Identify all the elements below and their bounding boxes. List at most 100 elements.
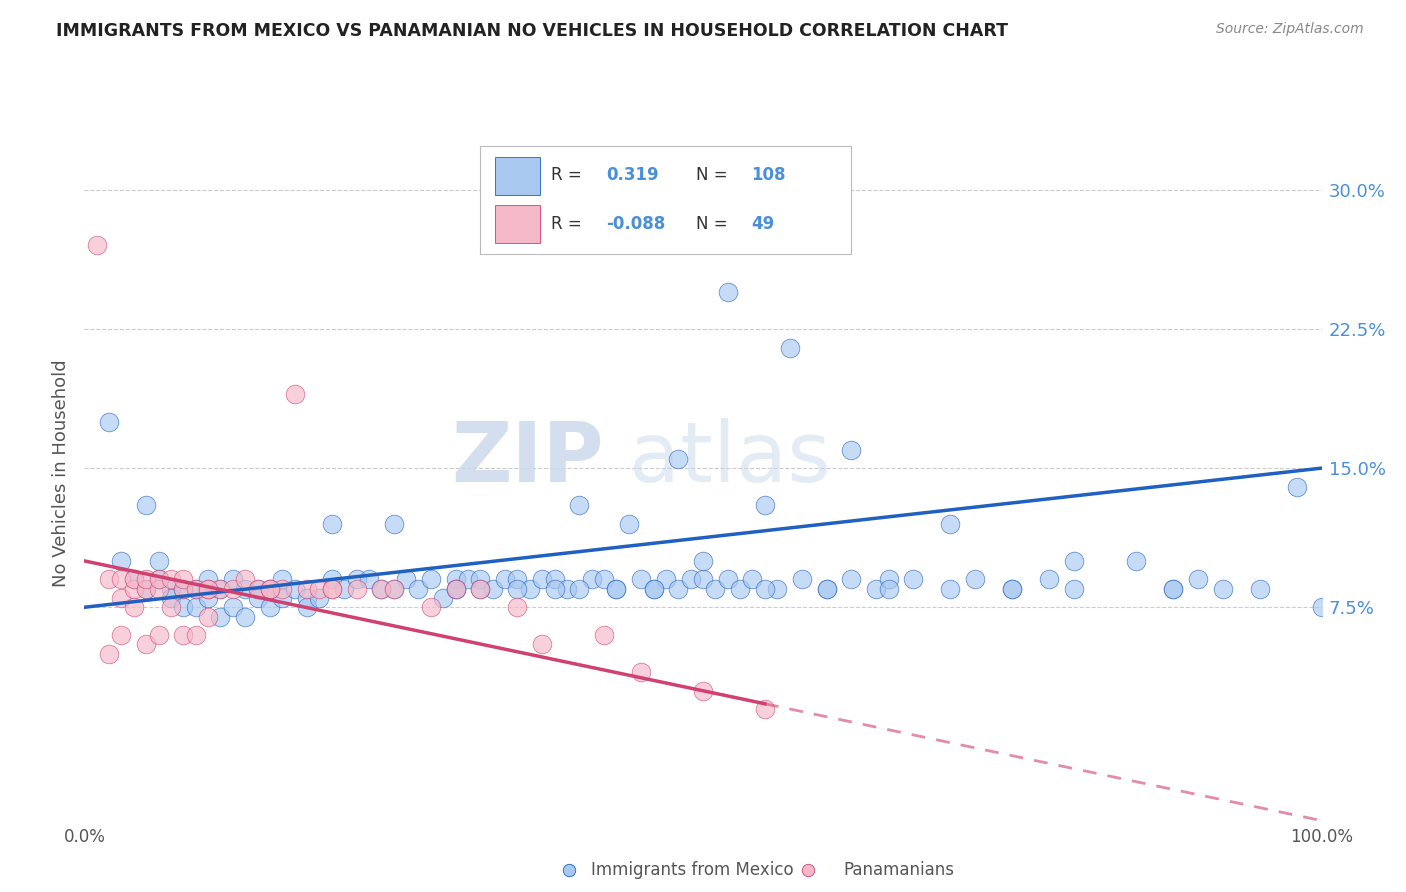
- Point: [259, 600, 281, 615]
- Point: [172, 628, 194, 642]
- Y-axis label: No Vehicles in Household: No Vehicles in Household: [52, 359, 70, 587]
- Point: [233, 609, 256, 624]
- Point: [259, 582, 281, 596]
- Point: [1063, 554, 1085, 568]
- Point: [741, 573, 763, 587]
- Point: [1310, 600, 1333, 615]
- Point: [655, 573, 678, 587]
- Point: [1212, 582, 1234, 596]
- Point: [903, 573, 925, 587]
- Point: [148, 573, 170, 587]
- Point: [605, 582, 627, 596]
- Point: [148, 628, 170, 642]
- Point: [1161, 582, 1184, 596]
- Point: [233, 573, 256, 587]
- Point: [815, 582, 838, 596]
- Point: [754, 702, 776, 716]
- Point: [494, 573, 516, 587]
- Point: [630, 573, 652, 587]
- Point: [321, 582, 343, 596]
- Point: [581, 573, 603, 587]
- Point: [233, 582, 256, 596]
- Point: [382, 582, 405, 596]
- Point: [222, 582, 245, 596]
- Point: [197, 573, 219, 587]
- Point: [877, 582, 900, 596]
- Point: [259, 582, 281, 596]
- Point: [717, 285, 740, 299]
- Point: [148, 582, 170, 596]
- Point: [470, 582, 492, 596]
- Point: [531, 573, 554, 587]
- Point: [1249, 582, 1271, 596]
- Point: [617, 516, 640, 531]
- Point: [679, 573, 702, 587]
- Point: [568, 582, 591, 596]
- Point: [470, 582, 492, 596]
- Point: [110, 628, 132, 642]
- Point: [939, 516, 962, 531]
- Point: [209, 582, 232, 596]
- Point: [543, 573, 565, 587]
- Point: [506, 582, 529, 596]
- Point: [160, 573, 183, 587]
- Point: [184, 582, 207, 596]
- Text: IMMIGRANTS FROM MEXICO VS PANAMANIAN NO VEHICLES IN HOUSEHOLD CORRELATION CHART: IMMIGRANTS FROM MEXICO VS PANAMANIAN NO …: [56, 22, 1008, 40]
- Point: [382, 582, 405, 596]
- Text: 49: 49: [751, 215, 775, 233]
- Point: [766, 582, 789, 596]
- Point: [531, 637, 554, 651]
- Point: [197, 582, 219, 596]
- Point: [593, 573, 616, 587]
- Point: [321, 516, 343, 531]
- Point: [370, 582, 392, 596]
- Text: Source: ZipAtlas.com: Source: ZipAtlas.com: [1216, 22, 1364, 37]
- Point: [717, 573, 740, 587]
- Point: [122, 573, 145, 587]
- Point: [877, 573, 900, 587]
- Point: [197, 591, 219, 605]
- Text: ZIP: ZIP: [451, 418, 605, 500]
- Point: [815, 582, 838, 596]
- Point: [419, 573, 441, 587]
- Point: [1038, 573, 1060, 587]
- Point: [346, 573, 368, 587]
- Point: [184, 582, 207, 596]
- Point: [643, 582, 665, 596]
- Point: [135, 573, 157, 587]
- Point: [1187, 573, 1209, 587]
- Point: [1125, 554, 1147, 568]
- Point: [284, 387, 307, 401]
- Point: [333, 582, 356, 596]
- Point: [110, 554, 132, 568]
- Point: [692, 554, 714, 568]
- Text: atlas: atlas: [628, 418, 831, 500]
- Text: Immigrants from Mexico: Immigrants from Mexico: [591, 861, 793, 879]
- Bar: [495, 157, 540, 194]
- Point: [222, 600, 245, 615]
- Point: [184, 600, 207, 615]
- Point: [444, 582, 467, 596]
- Point: [135, 582, 157, 596]
- Point: [481, 582, 503, 596]
- Point: [444, 582, 467, 596]
- Point: [965, 573, 987, 587]
- Point: [209, 609, 232, 624]
- Point: [558, 863, 581, 877]
- Point: [432, 591, 454, 605]
- Point: [135, 582, 157, 596]
- Point: [271, 573, 294, 587]
- Point: [122, 600, 145, 615]
- Point: [246, 582, 269, 596]
- Point: [184, 628, 207, 642]
- Point: [728, 582, 751, 596]
- Point: [704, 582, 727, 596]
- Point: [568, 498, 591, 512]
- Point: [382, 516, 405, 531]
- Point: [1001, 582, 1024, 596]
- Point: [1001, 582, 1024, 596]
- Point: [98, 573, 121, 587]
- Point: [295, 600, 318, 615]
- Point: [135, 637, 157, 651]
- Point: [1063, 582, 1085, 596]
